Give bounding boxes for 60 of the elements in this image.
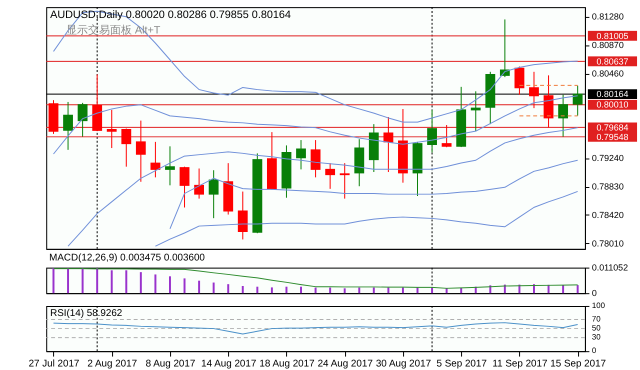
- x-tick-label: 2 Aug 2017: [87, 358, 138, 370]
- candlestick: [325, 162, 336, 190]
- candlestick: [427, 109, 437, 153]
- chart-title: MACD(12,26,9) 0.003475 0.003600: [49, 252, 206, 264]
- x-tick-label: 14 Aug 2017: [201, 358, 256, 370]
- y-tick-label: 0.78420: [592, 210, 624, 220]
- candlestick: [165, 146, 175, 186]
- x-tick-label: 27 Jul 2017: [28, 358, 80, 370]
- x-tick-label: 5 Sep 2017: [436, 358, 487, 370]
- y-tick-label: 70: [592, 314, 602, 324]
- line-series: [169, 160, 578, 230]
- ref-line-label: 0.79684: [596, 122, 629, 132]
- x-tick-label: 15 Sep 2017: [550, 358, 606, 370]
- y-tick-label: 0: [592, 346, 597, 356]
- y-tick-label: 0.80870: [592, 40, 624, 50]
- candlestick: [208, 170, 219, 219]
- chart-title: RSI(14) 58.9262: [50, 308, 122, 319]
- candlestick: [238, 191, 248, 240]
- candlestick: [572, 85, 583, 116]
- candlestick: [544, 74, 554, 128]
- y-tick-label: 30: [592, 332, 602, 342]
- line-series: [154, 190, 578, 247]
- x-tick-label: 30 Aug 2017: [376, 358, 432, 370]
- line-series: [52, 268, 578, 289]
- y-tick-label: 50: [592, 324, 602, 333]
- candlestick: [310, 140, 320, 178]
- candlestick: [150, 141, 160, 178]
- candlestick: [558, 94, 568, 138]
- candlestick: [442, 124, 452, 148]
- candlestick: [470, 90, 481, 132]
- ref-line-label: 0.79548: [596, 132, 629, 142]
- candlestick: [383, 116, 394, 173]
- ref-line-label: 0.80637: [596, 56, 629, 66]
- ref-line-label: 0.80164: [596, 89, 629, 100]
- candlestick: [296, 140, 306, 170]
- y-tick-label: 0.80460: [592, 68, 624, 79]
- line-series: [52, 322, 578, 334]
- x-tick-label: 18 Aug 2017: [259, 358, 315, 370]
- y-tick-label: 0: [592, 288, 597, 298]
- candlestick: [529, 71, 539, 109]
- candlestick: [121, 128, 132, 168]
- ref-line-label: 0.81005: [596, 30, 629, 41]
- candlestick: [63, 101, 73, 150]
- y-tick-label: 0.79240: [592, 153, 624, 164]
- x-tick-label: 8 Aug 2017: [146, 358, 196, 370]
- x-tick-label: 24 Aug 2017: [318, 358, 373, 370]
- candlestick: [180, 166, 190, 208]
- y-tick-label: 100: [592, 300, 606, 310]
- ref-line-label: 0.80010: [596, 100, 629, 110]
- candlestick: [106, 109, 117, 149]
- y-tick-label: 0.78010: [592, 238, 624, 248]
- candlestick: [194, 168, 204, 200]
- y-tick-label: 0.011052: [592, 262, 628, 273]
- y-tick-label: 0.78830: [592, 182, 624, 192]
- candlestick: [136, 120, 146, 182]
- x-tick-label: 11 Sep 2017: [492, 358, 548, 370]
- candlestick: [78, 102, 88, 138]
- y-tick-label: 0.81280: [592, 12, 624, 22]
- candlestick: [514, 66, 524, 96]
- line-series: [68, 127, 578, 247]
